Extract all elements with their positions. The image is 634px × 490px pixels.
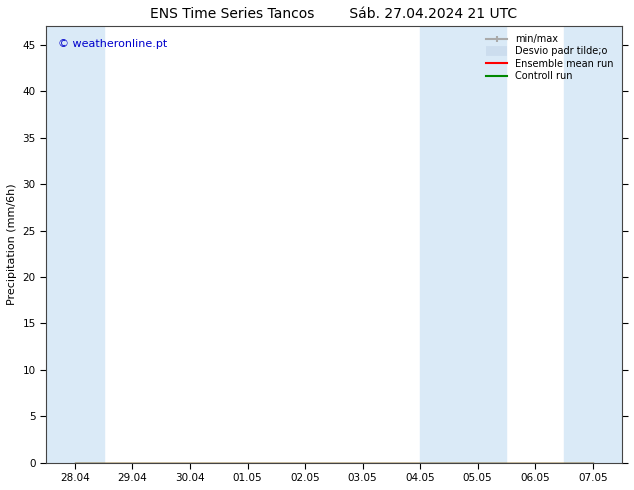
Bar — [420, 26, 507, 463]
Bar — [46, 26, 104, 463]
Text: © weatheronline.pt: © weatheronline.pt — [58, 39, 167, 49]
Title: ENS Time Series Tancos        Sáb. 27.04.2024 21 UTC: ENS Time Series Tancos Sáb. 27.04.2024 2… — [150, 7, 517, 21]
Bar — [564, 26, 621, 463]
Y-axis label: Precipitation (mm/6h): Precipitation (mm/6h) — [7, 184, 17, 305]
Legend: min/max, Desvio padr tilde;o, Ensemble mean run, Controll run: min/max, Desvio padr tilde;o, Ensemble m… — [483, 31, 617, 84]
